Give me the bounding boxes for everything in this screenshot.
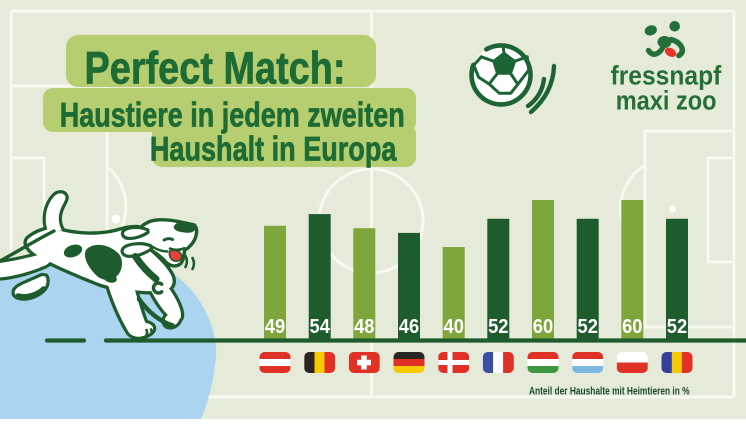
svg-text:60: 60 [622,316,642,338]
svg-text:52: 52 [488,316,508,338]
svg-text:Haushalt in Europa: Haushalt in Europa [150,130,397,168]
svg-text:46: 46 [399,316,419,338]
svg-text:fressnapf: fressnapf [611,60,723,90]
svg-text:48: 48 [354,316,374,338]
svg-text:52: 52 [667,316,687,338]
svg-text:54: 54 [310,316,331,338]
svg-text:52: 52 [578,316,598,338]
svg-text:Haustiere in jedem zweiten: Haustiere in jedem zweiten [60,97,405,135]
svg-text:60: 60 [533,316,553,338]
svg-text:Anteil der Haushalte mit Heimt: Anteil der Haushalte mit Heimtieren in % [529,386,690,398]
svg-text:49: 49 [265,316,285,338]
svg-text:40: 40 [444,316,464,338]
svg-text:Perfect Match:: Perfect Match: [85,43,346,94]
svg-text:maxi zoo: maxi zoo [616,85,717,115]
